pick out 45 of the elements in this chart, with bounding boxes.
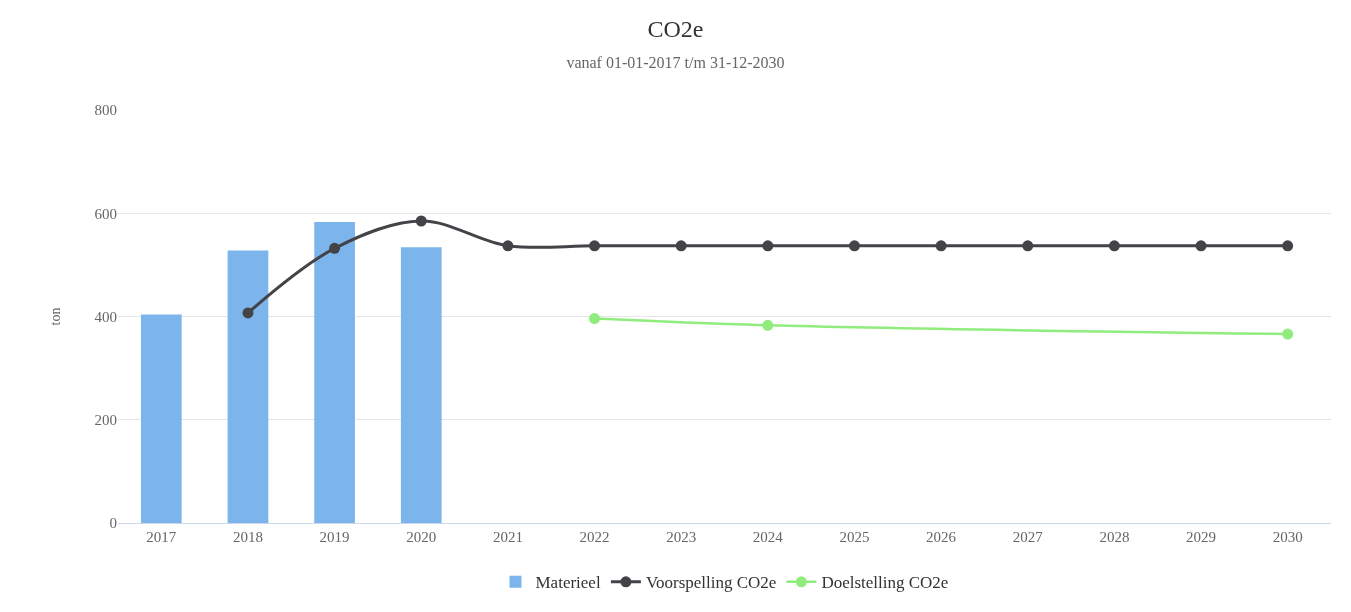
y-tick-label: 600 [94, 205, 117, 222]
bar [140, 314, 182, 523]
point [242, 307, 254, 319]
point [762, 240, 774, 252]
legend-label: Materieel [535, 573, 601, 593]
bar [314, 222, 355, 523]
point [329, 242, 341, 254]
x-tick-label: 2022 [579, 529, 610, 545]
x-tick-label: 2028 [1099, 529, 1130, 545]
legend-label: Doelstelling CO2e [821, 573, 949, 593]
x-tick-label: 2020 [406, 529, 437, 545]
point [589, 240, 601, 252]
point [1022, 240, 1034, 252]
point [415, 215, 427, 227]
x-tick-label: 2024 [752, 529, 784, 545]
x-tick-label: 2029 [1186, 529, 1217, 545]
x-tick-label: 2025 [839, 529, 870, 545]
legend-label: Voorspelling CO2e [645, 573, 777, 593]
x-tick-label: 2021 [492, 529, 523, 545]
point [848, 240, 860, 252]
x-tick-label: 2018 [232, 529, 263, 545]
bar [227, 250, 269, 523]
point [1195, 240, 1207, 252]
point [675, 240, 687, 252]
x-tick-label: 2019 [319, 529, 350, 545]
point [1108, 240, 1120, 252]
y-tick-label: 400 [94, 308, 117, 325]
point [589, 313, 601, 325]
point [1282, 328, 1294, 340]
chart-title: CO2e [647, 15, 704, 42]
x-tick-label: 2030 [1272, 529, 1303, 545]
x-tick-label: 2027 [1012, 529, 1044, 545]
x-tick-label: 2023 [666, 529, 697, 545]
point [762, 319, 774, 331]
x-tick-label: 2026 [926, 529, 957, 545]
y-tick-label: 200 [94, 412, 117, 428]
point [502, 240, 514, 252]
y-tick-label: 0 [109, 515, 117, 532]
x-tick-label: 2017 [146, 529, 177, 545]
y-axis-title: ton [48, 307, 64, 326]
bar [400, 247, 442, 523]
point [1282, 240, 1294, 252]
chart-subtitle: vanaf 01-01-2017 t/m 31-12-2030 [566, 53, 785, 71]
y-tick-label: 800 [94, 102, 117, 119]
point [935, 240, 947, 252]
